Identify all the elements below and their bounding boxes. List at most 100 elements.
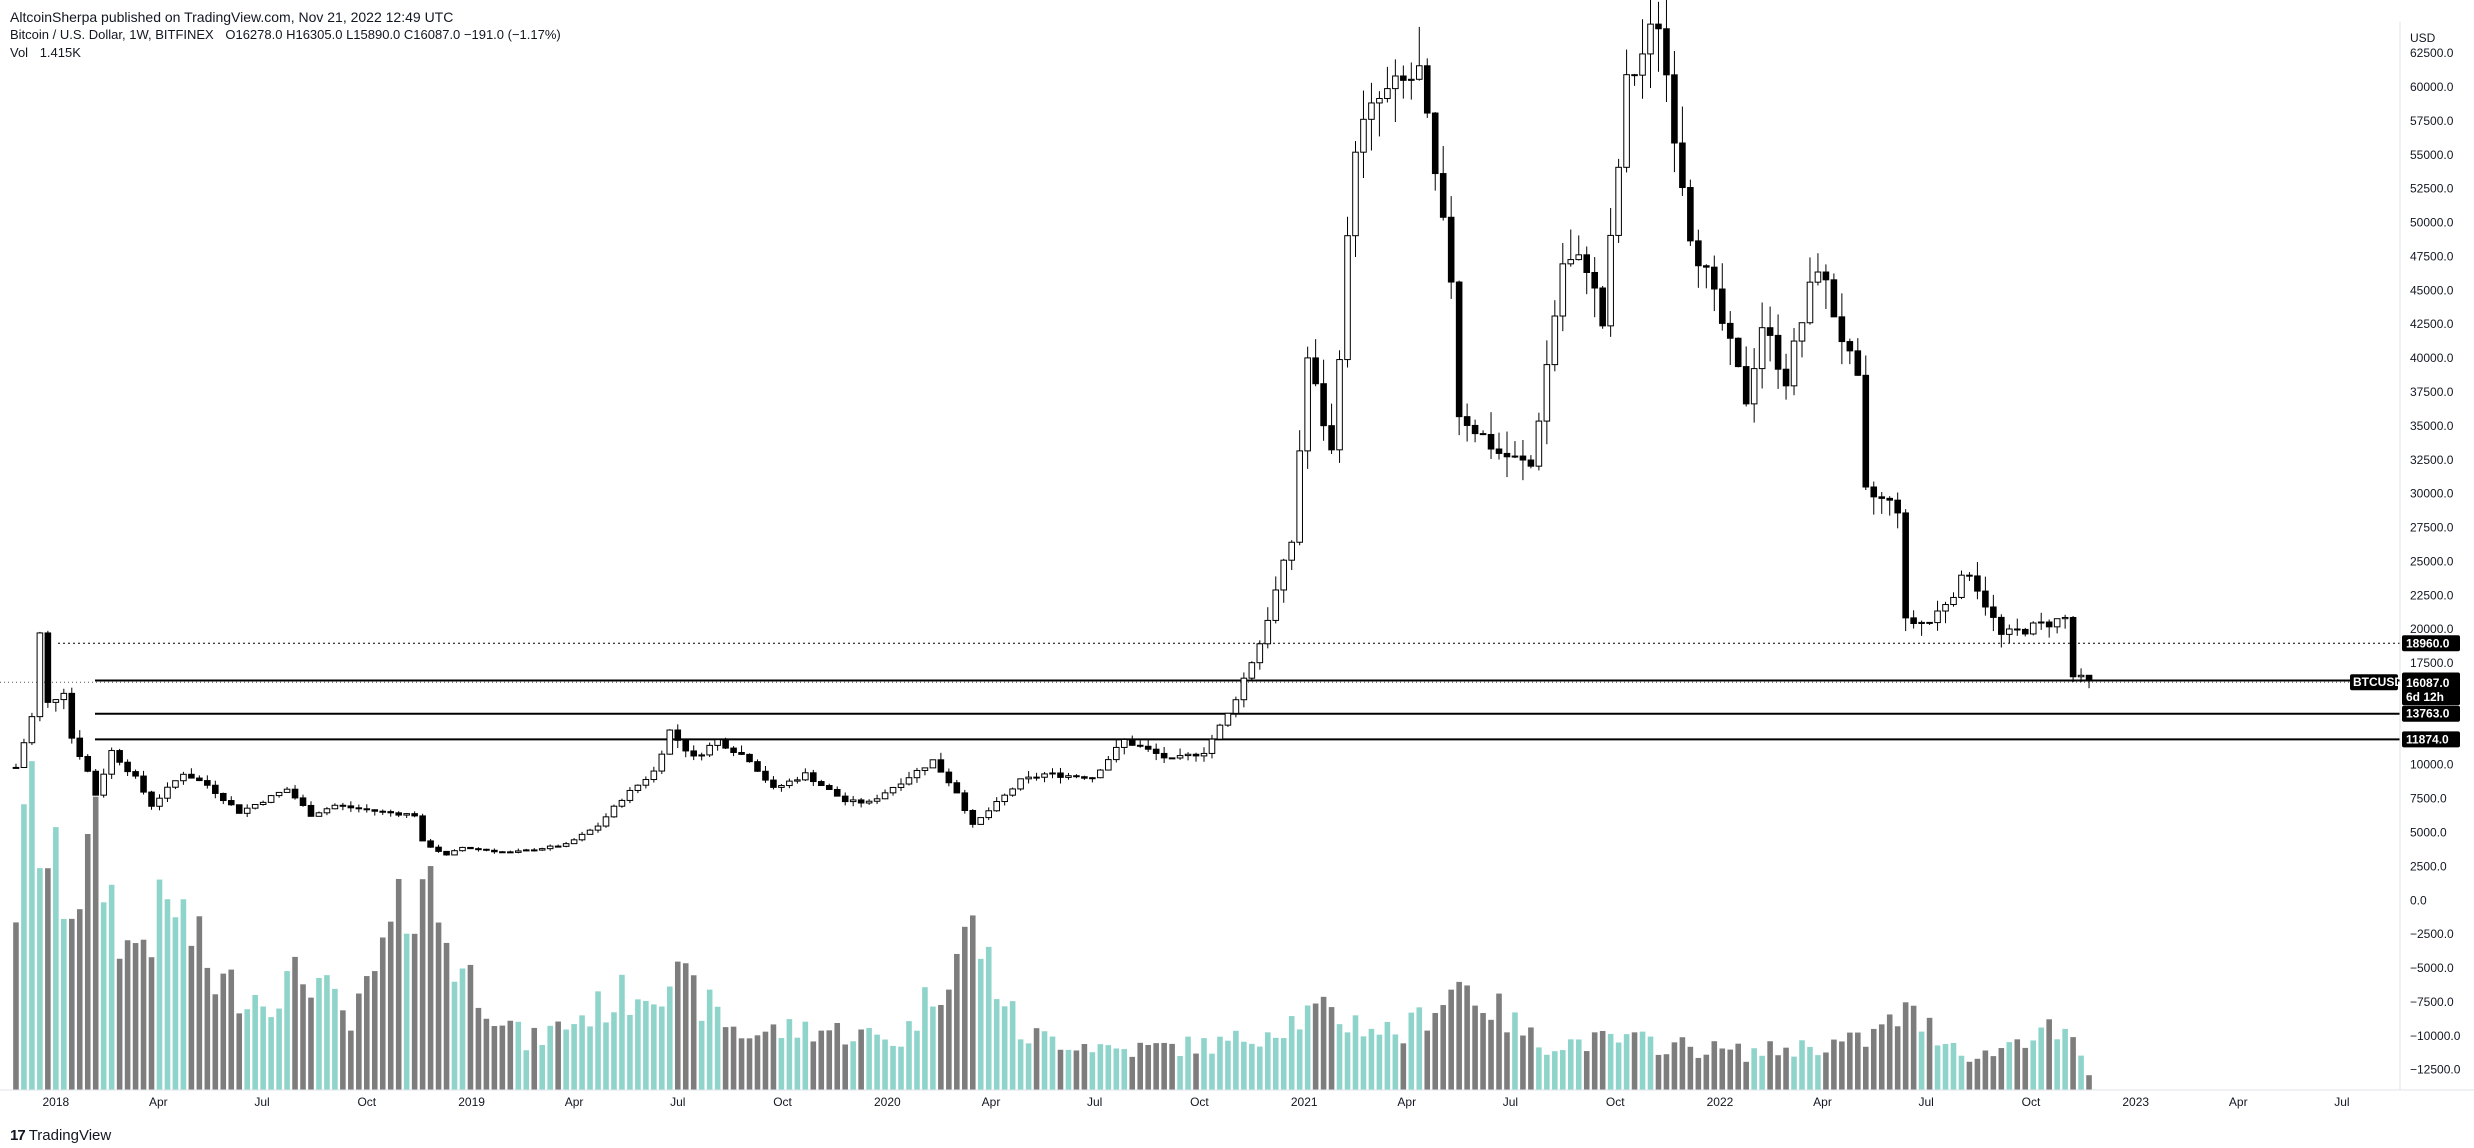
candle-body	[1671, 74, 1678, 144]
candle	[1631, 73, 1638, 86]
candle-body	[148, 791, 155, 807]
volume-bar	[419, 879, 426, 1090]
candle-body	[1718, 288, 1726, 324]
volume-bar	[68, 918, 75, 1090]
volume-bar	[1408, 1012, 1415, 1090]
candle	[36, 631, 44, 722]
time-axis-tick: Oct	[1190, 1095, 1209, 1109]
candle-body	[961, 792, 969, 811]
candle	[1025, 771, 1032, 784]
candle-body	[1830, 279, 1838, 318]
tradingview-logo-icon[interactable]: 17	[10, 1127, 26, 1144]
candle-body	[1136, 744, 1144, 747]
candle-body	[1846, 341, 1854, 352]
candle-body	[1328, 425, 1335, 451]
candle-body	[570, 839, 578, 845]
volume-bar	[611, 1012, 617, 1090]
symbol-name[interactable]: Bitcoin / U.S. Dollar, 1W, BITFINEX	[10, 27, 214, 42]
volume-bar	[1312, 1003, 1319, 1090]
candle-body	[690, 750, 697, 757]
volume-bar	[1304, 1005, 1311, 1090]
volume-bar	[308, 997, 314, 1090]
volume-bar	[108, 884, 115, 1090]
candle	[1511, 441, 1519, 459]
candle-body	[1017, 778, 1024, 790]
candle-body	[1208, 738, 1216, 754]
candle	[929, 759, 937, 769]
candle-body	[1097, 769, 1104, 779]
candle-body	[1144, 745, 1152, 750]
candle	[1272, 576, 1280, 624]
candle	[1400, 65, 1407, 99]
candle-body	[100, 773, 107, 796]
tradingview-brand[interactable]: TradingView	[28, 1127, 112, 1144]
candle	[1671, 51, 1678, 173]
volume-bar	[13, 922, 19, 1090]
volume-bar	[1057, 1049, 1064, 1090]
candle	[92, 768, 99, 796]
candle-body	[762, 770, 769, 781]
candles	[12, 0, 2093, 856]
candle	[1910, 610, 1917, 629]
candle	[2021, 627, 2029, 637]
volume-bar	[1671, 1042, 1678, 1090]
candle	[1790, 328, 1798, 396]
candle-body	[227, 800, 235, 806]
candle-body	[499, 851, 506, 854]
symbol-tag-label: BTCUSD	[2353, 675, 2403, 689]
volume-bar	[1041, 1031, 1048, 1090]
candle-body	[1384, 88, 1391, 99]
time-axis-tick: Apr	[149, 1095, 168, 1109]
volume-bar	[340, 1010, 346, 1090]
volume-bar	[1958, 1055, 1965, 1090]
candle-body	[1001, 794, 1008, 803]
candle-body	[1057, 772, 1064, 778]
candle-body	[937, 759, 945, 773]
candle	[913, 767, 921, 783]
candle	[451, 849, 458, 856]
volume-bar	[1631, 1032, 1638, 1090]
volume-bar	[834, 1022, 841, 1090]
candle	[491, 848, 498, 854]
volume-bar	[236, 1013, 243, 1090]
volume-bar	[364, 976, 370, 1090]
volume-bar	[1599, 1030, 1606, 1090]
candle-body	[243, 807, 251, 814]
price-axis[interactable]: 62500.0 60000.0 57500.0 55000.0 52500.0 50000…	[2410, 46, 2461, 1076]
candle-body	[778, 785, 785, 788]
candle-body	[650, 770, 658, 781]
candle	[164, 782, 171, 803]
volume-bar	[1129, 1056, 1136, 1090]
level-tag-label: 13763.0	[2406, 707, 2450, 721]
candle	[1232, 696, 1240, 718]
volume-bar	[1296, 1029, 1303, 1090]
candle-body	[12, 766, 20, 769]
candle-body	[945, 771, 953, 784]
candle-body	[419, 815, 426, 842]
volume-bar	[1169, 1043, 1175, 1090]
candle-body	[379, 810, 387, 813]
volume-bar	[690, 975, 697, 1090]
candle	[833, 786, 841, 797]
volume-bar	[1320, 996, 1327, 1090]
candle	[60, 688, 68, 710]
candle-body	[674, 729, 682, 741]
candle	[538, 847, 546, 851]
candle	[1471, 419, 1479, 443]
bar-countdown: 6d 12h	[2406, 690, 2444, 704]
candle-body	[1974, 575, 1981, 592]
candle	[331, 803, 339, 810]
candle	[1049, 768, 1056, 779]
level-tag: 18960.0	[2402, 635, 2460, 652]
candle-body	[562, 843, 570, 847]
time-axis[interactable]: 2018 Apr Jul Oct 2019 Apr Jul Oct 2020 Apr Jul Oct 2…	[42, 1095, 2349, 1109]
candle-body	[1894, 499, 1901, 514]
volume-label[interactable]: Vol	[10, 45, 29, 60]
price-axis-tick: 62500.0	[2410, 46, 2454, 60]
candle	[1336, 350, 1343, 463]
volume-bar	[1448, 989, 1454, 1090]
volume-bar	[156, 879, 163, 1090]
volume-bar	[1950, 1042, 1957, 1090]
volume-bar	[1934, 1045, 1941, 1090]
